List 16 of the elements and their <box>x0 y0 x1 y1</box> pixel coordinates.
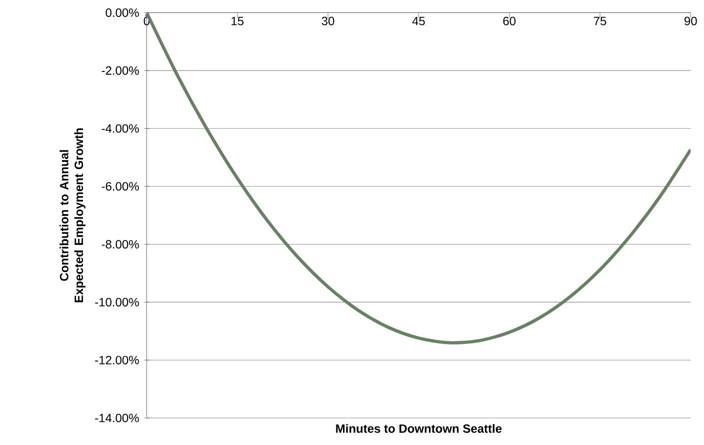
y-tick-label: 0.00% <box>106 8 139 17</box>
y-tick-label: -4.00% <box>102 124 139 133</box>
y-tick-label: -8.00% <box>102 240 139 249</box>
x-tick-label: 30 <box>322 16 334 26</box>
x-tick-label: 15 <box>232 16 244 26</box>
y-tick-label: -10.00% <box>95 298 139 306</box>
y-tick-label: -14.00% <box>95 414 139 422</box>
x-tick-label: 75 <box>594 16 606 26</box>
y-tick-label: -12.00% <box>95 356 139 364</box>
y-tick-label: -6.00% <box>102 182 139 191</box>
x-axis-title: Minutes to Downtown Seattle <box>336 424 502 433</box>
x-tick-label: 60 <box>503 16 516 26</box>
x-tick-label: 45 <box>412 16 425 26</box>
y-axis-title: Contribution to Annual Expected Employment Growth <box>60 128 86 302</box>
y-tick-label: -2.00% <box>102 66 139 75</box>
x-tick-label: 90 <box>684 16 697 26</box>
